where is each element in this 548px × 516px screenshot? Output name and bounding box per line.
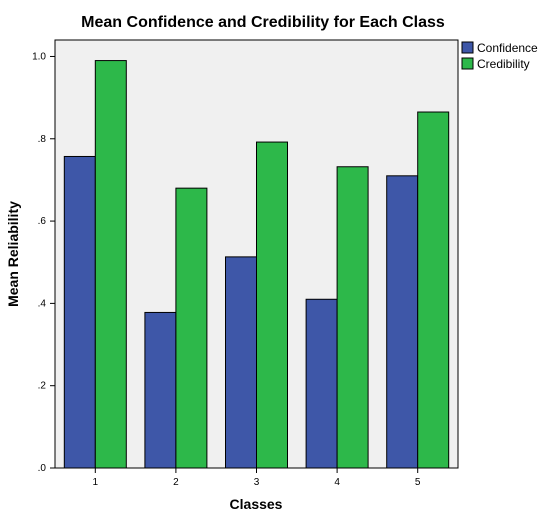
x-tick-label: 4 [334, 477, 340, 488]
bars-group [63, 60, 450, 469]
bar-confidence-1 [63, 155, 96, 469]
y-axis-label: Mean Reliability [5, 201, 21, 307]
y-tick-label: .2 [38, 381, 47, 392]
bar-credibility-3 [256, 141, 288, 469]
legend-swatch-credibility [461, 57, 474, 70]
bar-credibility-1 [94, 60, 127, 469]
x-tick-label: 5 [415, 477, 421, 488]
x-tick-label: 3 [254, 477, 260, 488]
y-tick-label: .8 [38, 134, 47, 145]
bar-confidence-4 [305, 298, 338, 469]
bar-confidence-2 [144, 311, 177, 469]
y-tick-label: .6 [38, 216, 47, 227]
y-tick-label: .0 [38, 463, 47, 474]
y-axis: .0 .2 .4 .6 .8 1.0 [32, 51, 55, 474]
bar-confidence-3 [225, 256, 257, 469]
legend-label-confidence: Confidence [477, 41, 538, 55]
legend-label-credibility: Credibility [477, 57, 530, 71]
bar-credibility-4 [336, 166, 369, 469]
bar-credibility-5 [417, 111, 450, 469]
legend: Confidence Credibility [461, 41, 538, 71]
y-tick-label: .4 [38, 298, 47, 309]
x-axis-label: Classes [230, 496, 283, 512]
bar-confidence-5 [386, 175, 419, 469]
y-tick-label: 1.0 [32, 51, 46, 62]
legend-swatch-confidence [461, 41, 474, 54]
x-tick-label: 2 [173, 477, 179, 488]
x-tick-label: 1 [93, 477, 99, 488]
chart-title: Mean Confidence and Credibility for Each… [81, 14, 445, 31]
x-axis: 1 2 3 4 5 [93, 468, 421, 488]
bar-credibility-2 [175, 187, 208, 469]
